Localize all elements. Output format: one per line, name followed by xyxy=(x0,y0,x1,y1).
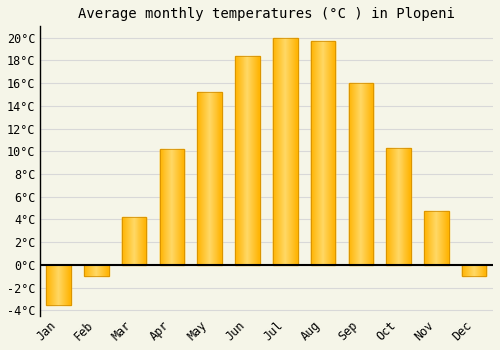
Bar xyxy=(386,148,411,265)
Bar xyxy=(235,56,260,265)
Bar xyxy=(198,92,222,265)
Bar xyxy=(160,149,184,265)
Bar xyxy=(310,41,336,265)
Bar xyxy=(273,38,297,265)
Bar xyxy=(462,265,486,276)
Bar xyxy=(348,83,373,265)
Bar xyxy=(46,265,71,304)
Bar xyxy=(424,211,448,265)
Bar xyxy=(122,217,146,265)
Bar xyxy=(84,265,108,276)
Title: Average monthly temperatures (°C ) in Plopeni: Average monthly temperatures (°C ) in Pl… xyxy=(78,7,455,21)
